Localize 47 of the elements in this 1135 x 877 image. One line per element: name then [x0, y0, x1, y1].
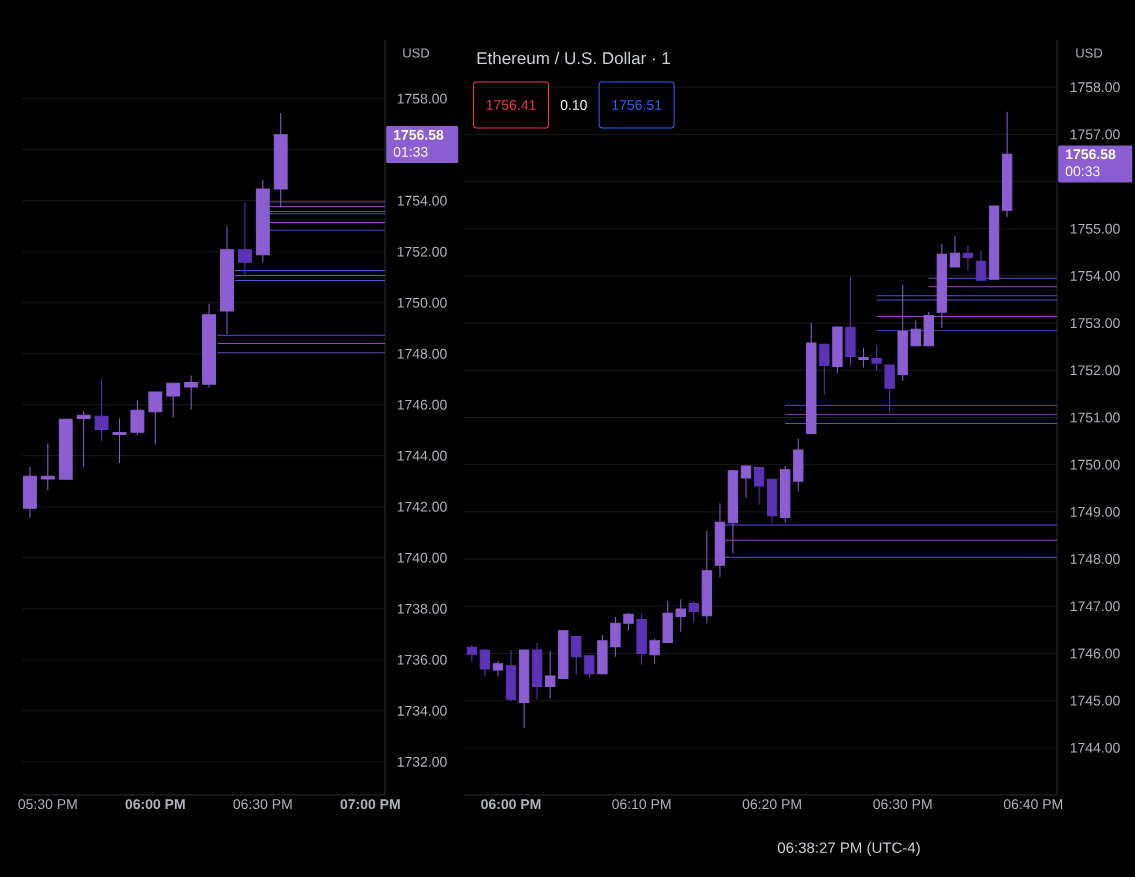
- y-tick-label: 1750.00: [397, 297, 447, 308]
- y-axis-title: USD: [403, 48, 430, 58]
- y-tick-label: 1758.00: [397, 93, 447, 104]
- annotation: 1756.41: [486, 100, 536, 110]
- y-tick-label: 1744.00: [397, 450, 447, 461]
- y-tick-label: 1757.00: [1070, 129, 1120, 140]
- y-tick-label: 1746.00: [1070, 648, 1120, 659]
- y-tick-label: 1749.00: [1070, 506, 1120, 517]
- y-tick-label: 1754.00: [1070, 270, 1120, 281]
- x-tick-label: 06:00 PM: [125, 799, 185, 810]
- x-tick-label: 06:30 PM: [873, 799, 932, 810]
- y-tick-label: 1747.00: [1070, 601, 1120, 612]
- text: 01:33: [393, 146, 428, 157]
- x-tick-label: 06:30 PM: [233, 799, 292, 810]
- y-tick-label: 1745.00: [1070, 695, 1120, 706]
- y-tick-label: 1758.00: [1070, 82, 1120, 93]
- y-tick-label: 1746.00: [397, 399, 447, 410]
- text: 00:33: [1065, 166, 1100, 177]
- annotation: 0.10: [560, 100, 587, 110]
- y-axis-title: USD: [1076, 48, 1103, 58]
- y-tick-label: 1738.00: [397, 603, 447, 614]
- x-tick-label: 06:00 PM: [481, 799, 541, 810]
- y-tick-label: 1754.00: [397, 195, 447, 206]
- x-tick-label: 06:10 PM: [612, 799, 671, 810]
- y-tick-label: 1748.00: [1070, 554, 1120, 565]
- text: Ethereum / U.S. Dollar · 1: [477, 51, 670, 65]
- y-tick-label: 1740.00: [397, 552, 447, 563]
- text: 1756.58: [394, 129, 444, 140]
- y-tick-label: 1734.00: [397, 705, 447, 716]
- y-tick-label: 1751.00: [1070, 412, 1120, 423]
- text: 1756.58: [1066, 149, 1116, 160]
- x-tick-label: 06:20 PM: [742, 799, 801, 810]
- x-tick-label: 07:00 PM: [340, 799, 400, 810]
- y-tick-label: 1755.00: [1070, 223, 1120, 234]
- annotation: 1756.51: [612, 100, 662, 110]
- y-tick-label: 1732.00: [397, 756, 447, 767]
- x-tick-label: 05:30 PM: [18, 799, 77, 810]
- x-tick-label: 06:40 PM: [1003, 799, 1063, 810]
- y-tick-label: 1752.00: [1070, 365, 1120, 376]
- y-tick-label: 1748.00: [397, 348, 447, 359]
- y-tick-label: 1752.00: [397, 246, 447, 257]
- y-tick-label: 1750.00: [1070, 459, 1120, 470]
- text: 06:38:27 PM (UTC-4): [777, 842, 920, 856]
- y-tick-label: 1742.00: [397, 501, 447, 512]
- y-tick-label: 1753.00: [1070, 318, 1120, 329]
- y-tick-label: 1736.00: [397, 654, 447, 665]
- y-tick-label: 1744.00: [1070, 742, 1120, 753]
